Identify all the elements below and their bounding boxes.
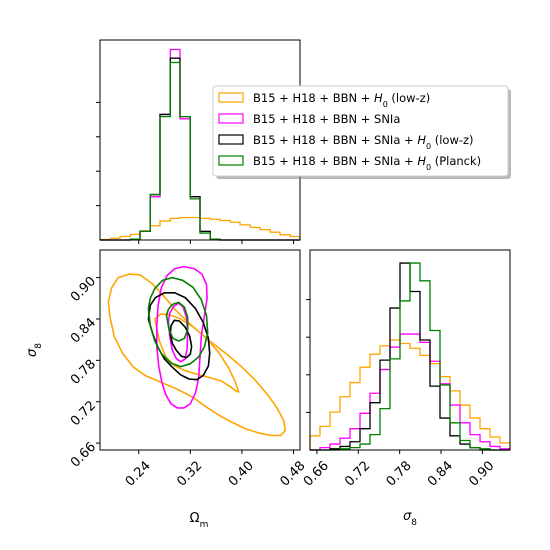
omega-m-tick-label: 0.40	[226, 458, 257, 489]
legend-label-snia_planck: B15 + H18 + BBN + SNIa + H0 (Planck)	[253, 154, 481, 172]
contour-lowz-inner	[154, 313, 240, 393]
sigma8-tick-label: 0.84	[425, 458, 456, 489]
omega-m-tick-label: 0.24	[123, 458, 154, 489]
sigma8-y-tick-label: 0.84	[68, 315, 99, 346]
sigma8-y-tick-label: 0.72	[68, 398, 99, 429]
sigma8-y-tick-label: 0.90	[68, 274, 99, 305]
right-panel-frame	[309, 249, 511, 451]
sigma8-tick-label: 0.78	[384, 458, 415, 489]
sigma8-y-tick-label: 0.66	[68, 440, 99, 471]
legend-swatch-snia	[218, 113, 244, 124]
legend-swatch-snia_planck	[218, 155, 244, 166]
legend-label-snia_lowz: B15 + H18 + BBN + SNIa + H0 (low-z)	[253, 133, 474, 151]
omega-m-axis-label: Ωm	[190, 511, 209, 530]
sigma8-hist-lowz	[309, 339, 511, 450]
sigma8-tick-label: 0.90	[466, 458, 497, 489]
sigma8-tick-label: 0.72	[342, 458, 373, 489]
sigma8-axis-label: σ8	[25, 343, 44, 357]
sigma8-x-axis-label: σ8	[403, 509, 417, 528]
legend-label-lowz: B15 + H18 + BBN + H0 (low-z)	[253, 91, 430, 109]
contour-snia-inner	[167, 302, 189, 363]
omega-m-sigma8-contour-panel: 0.24 0.32 0.40 0.48 0.66 0.72 0.78 0.84 0.90 Ωm σ8	[25, 249, 309, 530]
contour-snia-outer	[156, 265, 208, 409]
legend-label-snia: B15 + H18 + BBN + SNIa	[253, 112, 400, 126]
sigma8-histogram-panel: 0.66 0.72 0.78 0.84 0.90 σ8	[301, 249, 511, 528]
contour-snia_planck-outer	[147, 276, 209, 368]
contour-lowz-outer	[107, 273, 286, 437]
legend: B15 + H18 + BBN + H0 (low-z) B15 + H18 + …	[212, 85, 511, 179]
omega-m-tick-label: 0.32	[174, 458, 205, 489]
contour-snia_lowz-outer	[147, 292, 211, 381]
sigma8-y-tick-label: 0.78	[68, 357, 99, 388]
legend-swatch-lowz	[218, 92, 244, 103]
sigma8-hist-snia_planck	[310, 262, 510, 451]
contour-snia_planck-inner	[165, 301, 189, 342]
legend-swatch-snia_lowz	[218, 134, 244, 145]
contour-snia_lowz-inner	[169, 319, 193, 359]
contour-panel-frame	[99, 249, 301, 451]
legend-box	[212, 85, 509, 177]
sigma8-hist-snia	[310, 333, 511, 451]
omega-m-tick-label: 0.48	[278, 458, 309, 489]
sigma8-tick-label: 0.66	[301, 458, 332, 489]
